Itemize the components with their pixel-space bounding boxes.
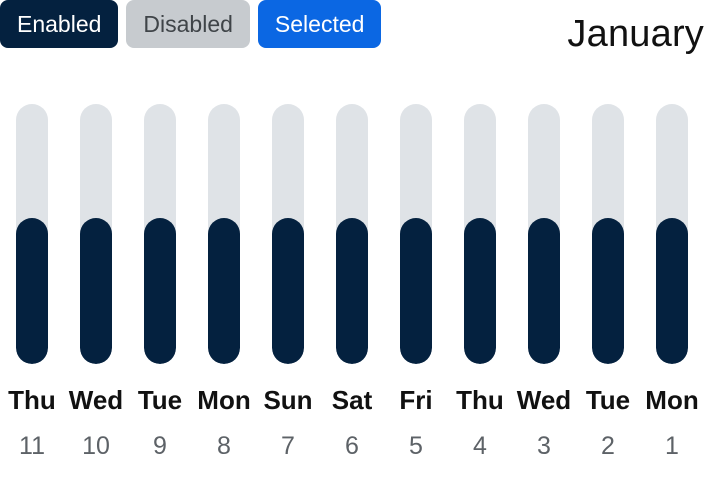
day-column: Fri 5 [384, 104, 448, 464]
date-number: 4 [473, 432, 487, 460]
day-column: Mon 1 [640, 104, 704, 464]
date-number: 2 [601, 432, 615, 460]
weekday-label: Fri [399, 385, 433, 415]
weekday-label: Tue [137, 385, 183, 415]
day-column: Thu 11 [0, 104, 64, 464]
date-number: 9 [153, 432, 167, 460]
day-column: Tue 2 [576, 104, 640, 464]
level-bar-fill [528, 218, 560, 364]
level-bar-fill [656, 218, 688, 364]
level-bar-track[interactable] [656, 104, 688, 364]
weekday-label: Thu [456, 385, 504, 415]
level-bar-fill [592, 218, 624, 364]
day-column: Mon 8 [192, 104, 256, 464]
day-column: Wed 3 [512, 104, 576, 464]
level-bar-track[interactable] [16, 104, 48, 364]
level-bar-track[interactable] [464, 104, 496, 364]
level-bar-track[interactable] [528, 104, 560, 364]
level-bar-fill [400, 218, 432, 364]
weekday-label: Sun [263, 385, 313, 415]
date-number: 11 [19, 432, 45, 460]
level-bar-track[interactable] [336, 104, 368, 364]
weekday-label: Sat [331, 385, 373, 415]
weekday-label: Mon [645, 385, 699, 415]
day-column: Sat 6 [320, 104, 384, 464]
level-bar-fill [16, 218, 48, 364]
state-filter-group: Enabled Disabled Selected [0, 0, 382, 48]
level-bar-fill [272, 218, 304, 364]
weekday-label: Mon [197, 385, 251, 415]
disabled-chip: Disabled [126, 0, 250, 48]
date-number: 6 [345, 432, 359, 460]
level-bar-fill [144, 218, 176, 364]
level-bar-fill [464, 218, 496, 364]
level-bar-track[interactable] [208, 104, 240, 364]
day-column: Sun 7 [256, 104, 320, 464]
level-bar-fill [80, 218, 112, 364]
level-bar-track[interactable] [272, 104, 304, 364]
date-number: 3 [537, 432, 551, 460]
month-title: January [567, 13, 704, 55]
day-bars: Thu 11 Wed 10 Tue 9 Mon 8 Sun 7 Sat 6 Fri 5 Thu 4 Wed 3 Tu… [0, 104, 704, 464]
day-column: Thu 4 [448, 104, 512, 464]
level-bar-track[interactable] [144, 104, 176, 364]
weekday-label: Wed [516, 385, 572, 415]
level-bar-fill [336, 218, 368, 364]
level-bar-fill [208, 218, 240, 364]
date-number: 5 [409, 432, 423, 460]
weekday-label: Wed [68, 385, 124, 415]
day-column: Wed 10 [64, 104, 128, 464]
level-bar-track[interactable] [80, 104, 112, 364]
selected-chip[interactable]: Selected [257, 0, 382, 48]
date-number: 10 [82, 432, 110, 460]
date-number: 7 [281, 432, 295, 460]
enabled-chip[interactable]: Enabled [0, 0, 119, 48]
level-bar-track[interactable] [400, 104, 432, 364]
day-column: Tue 9 [128, 104, 192, 464]
date-number: 8 [217, 432, 231, 460]
weekday-label: Tue [585, 385, 631, 415]
level-bar-track[interactable] [592, 104, 624, 364]
weekday-label: Thu [8, 385, 56, 415]
date-number: 1 [665, 432, 679, 460]
